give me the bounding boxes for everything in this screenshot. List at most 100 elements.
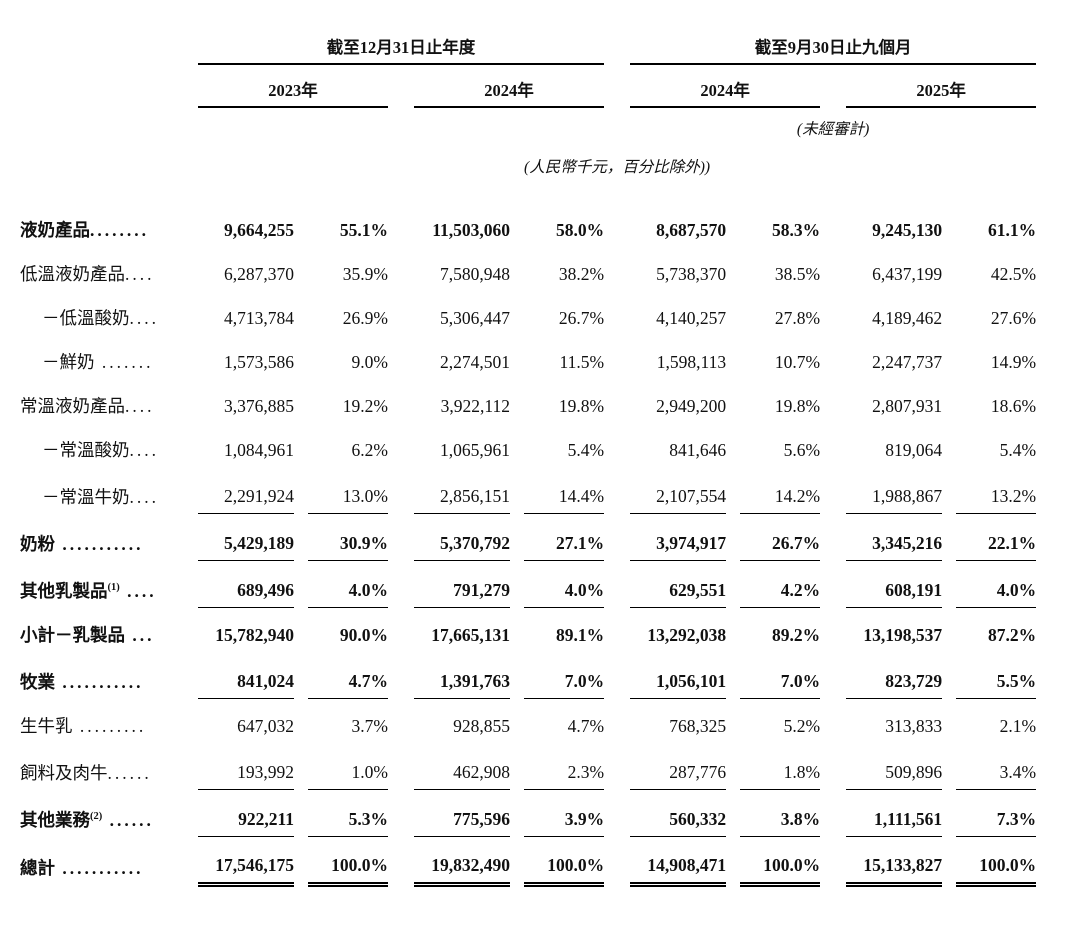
intra-column-gap [942, 789, 956, 836]
period-header-annual: 截至12月31日止年度 [198, 18, 605, 65]
intra-column-gap [726, 698, 740, 742]
revenue-percent-cell: 26.9% [342, 307, 388, 328]
revenue-percent-cell: 3.4% [956, 742, 1037, 790]
column-gap [604, 202, 630, 246]
intra-column-gap [294, 246, 308, 290]
row-label: 其他乳製品(1) .... [20, 560, 198, 607]
row-label-text: －常溫牛奶 [42, 486, 130, 507]
intra-column-gap [726, 651, 740, 698]
revenue-percent-cell: 4.0% [524, 560, 605, 608]
revenue-percent-cell: 26.7% [740, 513, 821, 561]
revenue-percent-cell: 5.3% [308, 789, 388, 837]
column-gap [820, 513, 846, 560]
intra-column-gap [294, 202, 308, 246]
column-gap [388, 513, 414, 560]
revenue-percent-cell: 13.2% [956, 466, 1037, 514]
intra-column-gap [294, 836, 308, 884]
revenue-value-cell: 5,306,447 [440, 307, 510, 328]
intra-column-gap [942, 422, 956, 466]
revenue-value-cell: 4,713,784 [224, 307, 294, 328]
intra-column-gap [726, 607, 740, 651]
row-label-text: －常溫酸奶 [42, 439, 130, 460]
revenue-value-cell: 2,949,200 [656, 395, 727, 416]
intra-column-gap [942, 466, 956, 513]
column-gap [820, 422, 846, 466]
row-label: －低溫酸奶.... [20, 290, 198, 334]
header-spacer [20, 64, 198, 107]
row-label-text: 液奶產品 [20, 219, 90, 240]
year-column-header-2024-9m: 2024年 [630, 64, 821, 108]
dot-leader: .... [125, 395, 155, 416]
dot-leader: ........... [55, 533, 144, 554]
footnote-ref: (2) [90, 810, 103, 822]
dot-leader: ... [125, 624, 155, 645]
row-label-text: 總計 [20, 857, 55, 878]
revenue-value-cell: 791,279 [414, 560, 510, 608]
column-gap [388, 466, 414, 513]
dot-leader: ....... [94, 351, 154, 372]
table-row: 其他業務(2) ...... 922,211 5.3% 775,596 3.9% 560,… [20, 789, 1037, 837]
revenue-value-cell: 3,922,112 [440, 395, 510, 416]
column-gap [604, 466, 630, 513]
intra-column-gap [510, 290, 524, 334]
column-gap [604, 513, 630, 560]
revenue-percent-cell: 58.0% [555, 219, 605, 240]
column-gap [820, 836, 846, 884]
dot-leader: ........ [90, 219, 149, 240]
row-label: 小計－乳製品 ... [20, 607, 198, 651]
revenue-value-cell: 287,776 [630, 742, 727, 790]
column-gap [820, 560, 846, 607]
dot-leader: ........... [55, 671, 144, 692]
column-gap [820, 789, 846, 836]
revenue-value-cell: 13,198,537 [863, 624, 943, 645]
row-label: 生牛乳 ......... [20, 698, 198, 742]
column-gap [604, 651, 630, 698]
revenue-percent-cell: 5.4% [567, 439, 605, 460]
revenue-percent-cell: 27.6% [990, 307, 1037, 328]
revenue-percent-cell: 87.2% [987, 624, 1037, 645]
row-label-text: －鮮奶 [42, 351, 95, 372]
intra-column-gap [726, 202, 740, 246]
dot-leader: ........... [55, 857, 144, 878]
revenue-percent-cell: 1.8% [740, 742, 821, 790]
intra-column-gap [294, 607, 308, 651]
intra-column-gap [942, 246, 956, 290]
revenue-percent-cell: 5.2% [783, 715, 821, 736]
revenue-value-cell: 928,855 [453, 715, 510, 736]
table-row: －鮮奶 ....... 1,573,586 9.0% 2,274,501 11.5% 1,… [20, 334, 1036, 378]
table-row: 奶粉 ........... 5,429,189 30.9% 5,370,792 27.… [20, 513, 1037, 561]
intra-column-gap [726, 290, 740, 334]
column-gap [820, 290, 846, 334]
revenue-value-cell: 1,988,867 [846, 466, 943, 514]
intra-column-gap [294, 422, 308, 466]
row-label-text: 其他業務 [20, 809, 90, 830]
intra-column-gap [726, 246, 740, 290]
intra-column-gap [510, 789, 524, 836]
row-label-text: 牧業 [20, 671, 55, 692]
column-gap [604, 290, 630, 334]
period-header-nine-months: 截至9月30日止九個月 [630, 18, 1037, 65]
intra-column-gap [726, 378, 740, 422]
column-gap [388, 698, 414, 742]
revenue-value-cell: 922,211 [198, 789, 294, 837]
table-row: 飼料及肉牛...... 193,992 1.0% 462,908 2.3% 287,776… [20, 742, 1037, 790]
column-gap [604, 64, 630, 107]
revenue-percent-cell: 14.2% [740, 466, 821, 514]
revenue-percent-cell: 90.0% [339, 624, 388, 645]
revenue-value-cell: 13,292,038 [647, 624, 727, 645]
revenue-percent-cell: 100.0% [524, 836, 605, 887]
revenue-value-cell: 768,325 [669, 715, 727, 736]
intra-column-gap [726, 742, 740, 789]
intra-column-gap [294, 290, 308, 334]
dot-leader: ...... [107, 762, 152, 783]
row-label: 奶粉 ........... [20, 513, 198, 560]
column-gap [604, 107, 630, 140]
table-row: 液奶產品........ 9,664,255 55.1% 11,503,060 58.0… [20, 202, 1036, 246]
header-spacer [20, 140, 198, 178]
currency-note-row: (人民幣千元，百分比除外)) [20, 140, 1036, 178]
revenue-value-cell: 509,896 [846, 742, 943, 790]
revenue-percent-cell: 3.9% [524, 789, 605, 837]
revenue-percent-cell: 5.4% [999, 439, 1037, 460]
revenue-value-cell: 313,833 [885, 715, 943, 736]
row-label: 牧業 ........... [20, 651, 198, 698]
